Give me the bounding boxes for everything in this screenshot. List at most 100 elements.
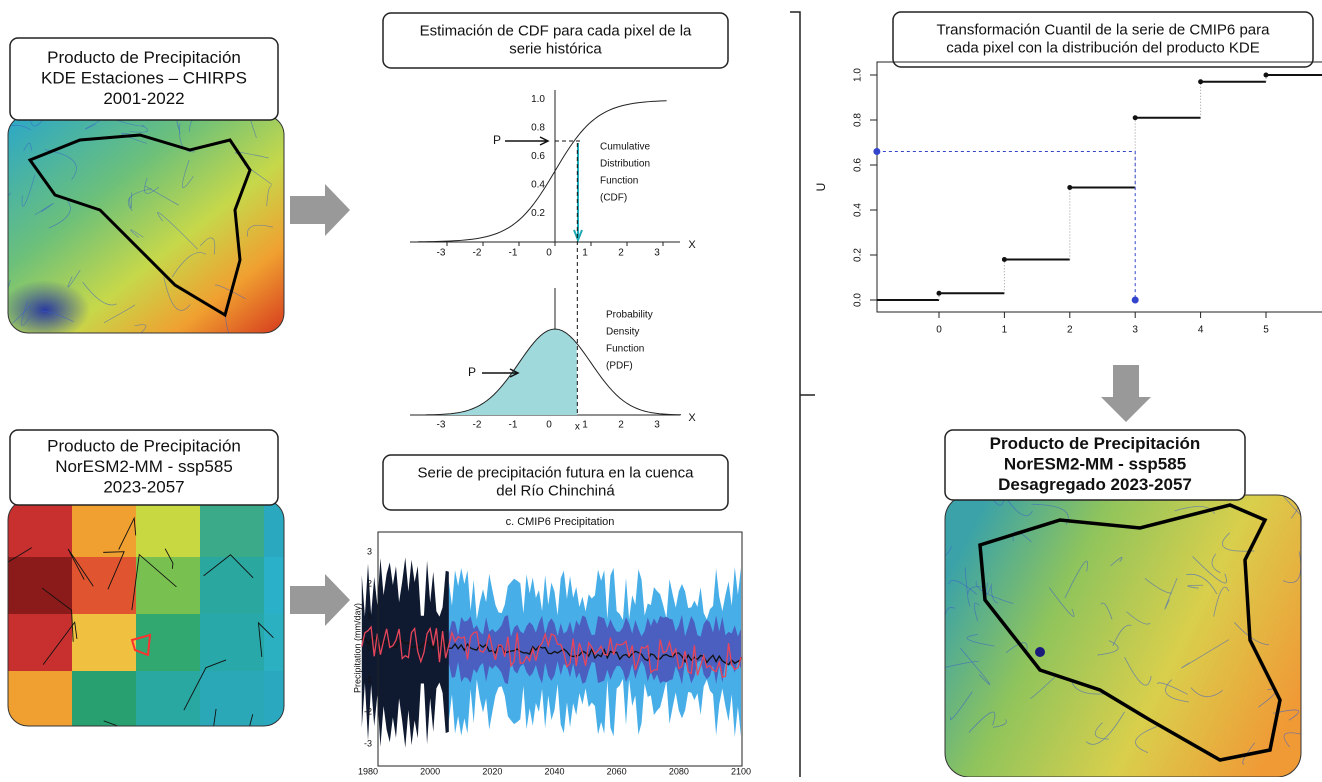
river [82,281,117,306]
grid-cell [200,557,265,615]
river [145,185,179,206]
label: 2000 [420,766,440,776]
title-box [382,12,729,69]
river [8,279,11,306]
river [121,132,147,144]
outlet [1035,647,1045,657]
label: 0.4 [531,180,545,191]
label: X [688,412,696,424]
label: Estimación de CDF para cada pixel de la [420,22,692,39]
label: 2040 [544,766,564,776]
river [1100,602,1113,620]
river [1097,640,1119,656]
band [361,557,449,748]
label: X [688,239,696,251]
border [207,708,217,726]
river [1164,577,1178,610]
river [182,160,194,188]
river [67,269,81,288]
map-fill [945,495,1301,777]
grid-cell [200,671,265,726]
basin [130,633,152,657]
label: Function [606,344,644,355]
map-downscaled [945,495,1301,777]
label: 2 [618,248,624,259]
label: -1 [364,674,372,684]
model-line [361,625,742,679]
label: -3 [437,248,446,259]
river [1192,556,1227,584]
river [1181,639,1229,669]
title-box [944,429,1246,501]
label: 2080 [669,766,689,776]
step-point [1263,72,1269,78]
low-spot [8,280,90,333]
grid-cell [136,671,201,726]
river [21,300,31,326]
label: 2023-2057 [103,477,184,496]
title-box [9,37,279,121]
label: KDE Estaciones – CHIRPS [41,68,247,87]
grid-cell [264,557,284,615]
label: P [468,365,476,379]
river [945,607,955,633]
label: P [493,133,501,147]
border [203,554,254,579]
label: 0.8 [853,113,864,127]
label: 3 [654,248,660,259]
grid-cell [328,500,393,558]
label: NorESM2-MM - ssp585 [55,457,233,476]
river [1282,551,1301,583]
grid-cell [136,557,201,615]
quantile-point [873,148,881,155]
label: c. CMIP6 Precipitation [506,516,615,528]
river [12,305,31,324]
label: 3 [367,546,372,556]
river [1165,679,1189,703]
label: 0.2 [531,208,545,219]
river [1070,680,1104,695]
label: -2 [473,420,482,431]
grid-cell [72,557,137,615]
river [171,252,207,278]
step-point [1198,79,1204,85]
label: 3 [1132,325,1138,336]
river [967,586,986,607]
label: 0.6 [531,151,545,162]
river [134,324,147,333]
label: -3 [437,420,446,431]
grid-cell [136,614,201,672]
river [1012,531,1032,543]
river [1211,553,1221,574]
grid-cell [8,500,73,558]
label: -1 [509,248,518,259]
plot-frame [876,61,1322,313]
label: Producto de Precipitación [990,434,1201,453]
map-future [8,500,393,726]
label: 0.2 [853,248,864,262]
title-box [892,11,1314,68]
label: 4 [1198,325,1204,336]
label: Function [600,176,638,187]
label: Producto de Precipitación [47,437,241,456]
label: 0.4 [853,203,864,217]
river [163,276,191,311]
river [1280,495,1301,525]
label: Precipitation (mm/day) [352,603,362,693]
river [945,660,979,668]
label: serie histórica [509,40,602,57]
river [968,711,996,733]
river [199,237,216,255]
border [183,659,227,711]
river [1030,674,1059,700]
river [8,192,11,224]
river [1064,560,1088,599]
river [1112,624,1132,647]
label: 1 [1002,325,1008,336]
grid-cell [264,671,284,726]
river [985,582,993,596]
pdf-area [425,329,578,415]
river [224,314,237,333]
river [990,586,998,604]
river [247,115,257,138]
